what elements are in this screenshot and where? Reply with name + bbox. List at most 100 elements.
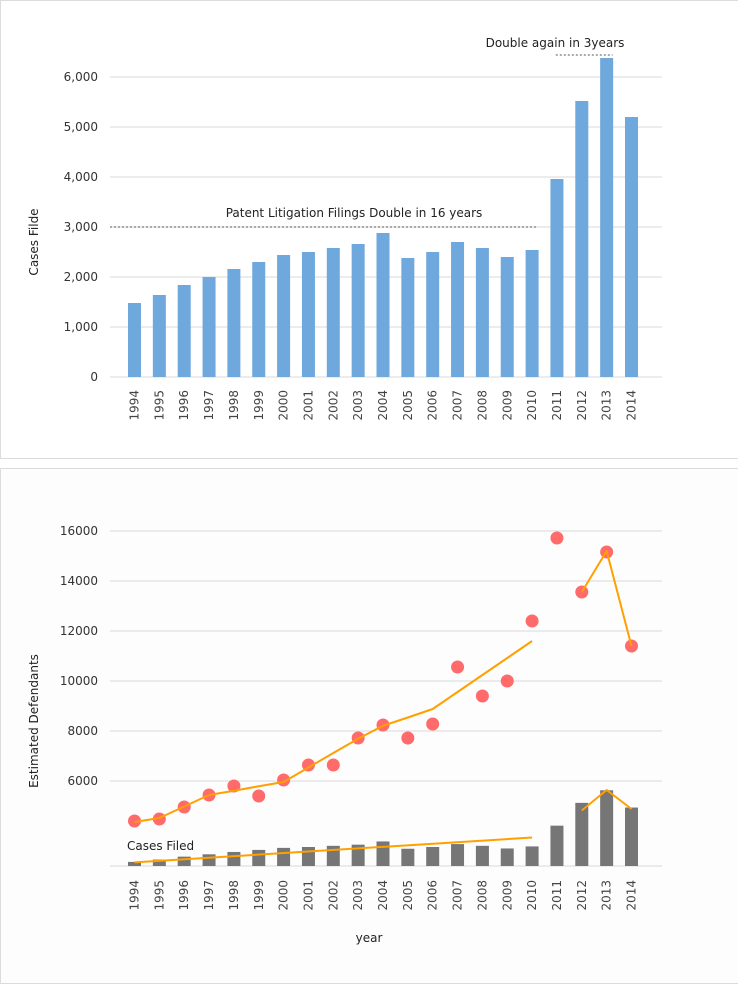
cases-filed-bar-2010 [525, 846, 539, 866]
x-tick-label: 2008 [475, 390, 489, 421]
bar-2003 [351, 244, 365, 377]
y-tick-label: 0 [90, 370, 98, 384]
x-tick-label: 2002 [326, 880, 340, 911]
x-tick-label: 1999 [252, 390, 266, 421]
bar-1997 [202, 277, 216, 377]
defendants-point-2002 [326, 758, 340, 772]
cases-filed-bar-chart: 0 1,000 2,000 3,000 4,000 5,000 6,000 1994 1995… [27, 36, 662, 421]
x-tick-label: 2011 [550, 390, 564, 421]
cases-filed-bar-2006 [426, 847, 440, 866]
top-y-axis-title: Cases Filde [27, 208, 41, 275]
bar-2007 [451, 242, 465, 377]
defendants-point-2006 [426, 717, 440, 731]
x-tick-label: 2007 [451, 390, 465, 421]
y-tick-label: 5,000 [64, 120, 98, 134]
bar-1998 [227, 269, 241, 377]
x-tick-label: 2008 [475, 880, 489, 911]
x-tick-label: 2009 [500, 390, 514, 421]
bar-2001 [301, 252, 315, 377]
cases-filed-bar-1999 [252, 849, 266, 866]
defendants-trendline-2012-2014 [580, 550, 633, 647]
defendants-point-2005 [401, 731, 415, 745]
y-tick-label: 12000 [60, 624, 98, 638]
x-tick-label: 2014 [625, 880, 639, 911]
x-tick-label: 2000 [277, 880, 291, 911]
y-tick-label: 6000 [67, 774, 98, 788]
defendants-point-2011 [550, 531, 564, 545]
x-tick-label: 2010 [525, 880, 539, 911]
x-tick-label: 2006 [426, 880, 440, 911]
x-tick-label: 2009 [500, 880, 514, 911]
x-tick-label: 1994 [128, 880, 142, 911]
bar-2004 [376, 233, 390, 377]
y-tick-label: 4,000 [64, 170, 98, 184]
bar-1996 [177, 285, 191, 377]
x-tick-label: 2005 [401, 390, 415, 421]
y-tick-label: 16000 [60, 524, 98, 538]
x-tick-label: 2001 [301, 880, 315, 911]
bar-1994 [128, 303, 141, 377]
x-tick-label: 2012 [575, 390, 589, 421]
x-tick-label: 2003 [351, 880, 365, 911]
y-tick-label: 2,000 [64, 270, 98, 284]
bar-2005 [401, 258, 415, 377]
x-tick-label: 1994 [128, 390, 142, 421]
cases-filed-bar-2004 [376, 841, 390, 866]
cases-filed-bar-2011 [550, 825, 564, 866]
bar-2002 [326, 248, 340, 377]
cases-filed-bar-2007 [451, 844, 465, 866]
defendants-point-2010 [525, 614, 539, 628]
cases-filed-bar-2003 [351, 844, 365, 866]
cases-filed-trendline-2012-2014 [581, 789, 633, 812]
cases-filed-bar-1994 [128, 861, 141, 866]
y-tick-label: 1,000 [64, 320, 98, 334]
x-tick-label: 2007 [451, 880, 465, 911]
bar-2012 [575, 101, 589, 377]
bar-2013 [600, 58, 614, 377]
y-tick-label: 8000 [67, 724, 98, 738]
bar-2008 [475, 248, 489, 377]
annotation-double-again-3-years: Double again in 3years [486, 36, 625, 50]
x-tick-label: 2013 [600, 390, 614, 421]
x-tick-label: 2010 [525, 390, 539, 421]
bar-2000 [277, 255, 291, 377]
x-tick-label: 2012 [575, 880, 589, 911]
x-tick-label: 2013 [600, 880, 614, 911]
bottom-chart-panel [0, 468, 738, 984]
x-tick-label: 1997 [202, 880, 216, 911]
cases-filed-bar-1995 [152, 859, 166, 866]
bar-2010 [525, 250, 539, 377]
defendants-point-1999 [252, 789, 266, 803]
cases-filed-bar-1997 [202, 854, 216, 866]
annotation-double-16-years: Patent Litigation Filings Double in 16 y… [226, 206, 483, 220]
cases-filed-bar-2013 [600, 790, 614, 866]
cases-filed-bar-2000 [277, 847, 291, 866]
x-tick-label: 2002 [326, 390, 340, 421]
x-tick-label: 2011 [550, 880, 564, 911]
cases-filed-bar-2008 [475, 845, 489, 866]
cases-filed-bar-2001 [301, 847, 315, 866]
defendants-point-2008 [475, 689, 489, 703]
x-tick-label: 1996 [177, 390, 191, 421]
cases-filed-bar-2005 [401, 848, 415, 866]
y-tick-label: 10000 [60, 674, 98, 688]
bar-2014 [625, 117, 638, 377]
cases-filed-trendline-1994-2010 [134, 836, 533, 864]
x-tick-label: 2003 [351, 390, 365, 421]
x-tick-label: 1999 [252, 880, 266, 911]
x-tick-label: 2005 [401, 880, 415, 911]
cases-filed-bar-1996 [177, 856, 191, 866]
x-tick-label: 2001 [301, 390, 315, 421]
defendants-point-2009 [500, 674, 514, 688]
cases-filed-bar-2012 [575, 802, 589, 866]
x-tick-label: 1998 [227, 880, 241, 911]
defendants-trendline-1994-2010 [134, 640, 533, 823]
x-tick-label: 2006 [426, 390, 440, 421]
cases-filed-bar-2009 [500, 848, 514, 866]
x-tick-label: 1996 [177, 880, 191, 911]
bar-1995 [152, 295, 166, 377]
bar-2006 [426, 252, 440, 377]
x-tick-label: 2000 [277, 390, 291, 421]
cases-filed-bar-1998 [227, 851, 241, 866]
